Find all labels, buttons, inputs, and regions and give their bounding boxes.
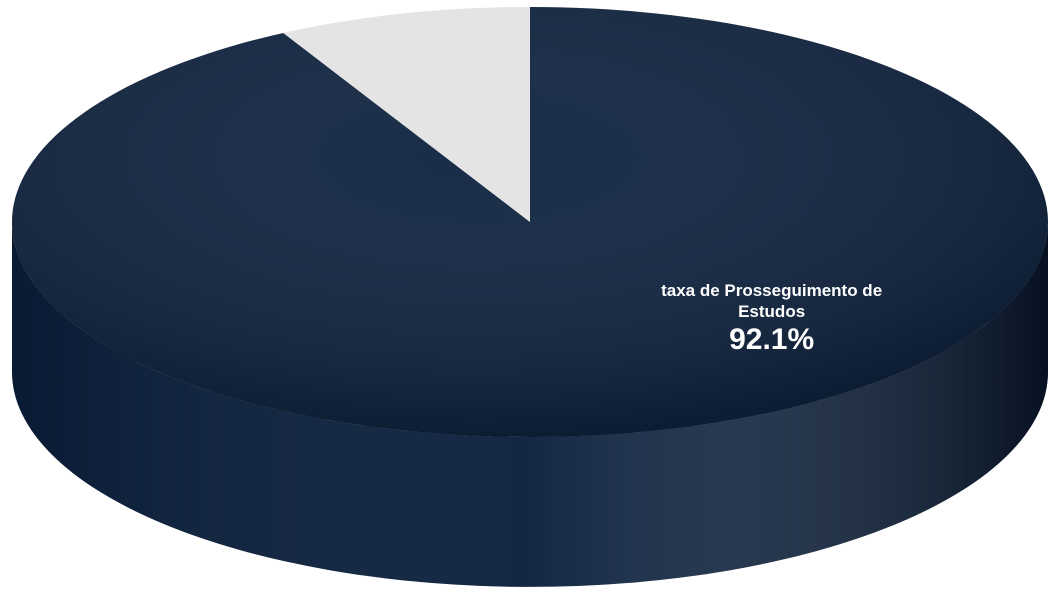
slice-shade: [12, 7, 1048, 437]
slice-label: taxa de Prosseguimento de Estudos 92.1%: [627, 280, 917, 358]
slice: [283, 7, 530, 222]
value-label: 92.1%: [729, 323, 815, 356]
category-label: taxa de Prosseguimento de Estudos: [661, 281, 883, 321]
side-shade: [12, 222, 1048, 587]
